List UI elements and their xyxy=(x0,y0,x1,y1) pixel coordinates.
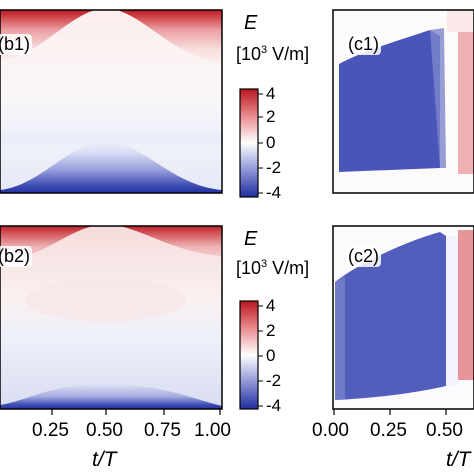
x-tick-label: 0.25 xyxy=(370,420,407,441)
colorbar-top-tick: 0 xyxy=(266,133,276,152)
c2-negative-field-region xyxy=(335,232,446,400)
x-tick-label: 0.50 xyxy=(426,420,463,441)
x-tick-label: 0.75 xyxy=(144,420,181,441)
c1-negative-field-region xyxy=(339,30,440,172)
colorbar-top-quantity: E xyxy=(244,12,258,34)
x-tick-label: 1.00 xyxy=(194,420,231,441)
colorbar-bottom-tick: -2 xyxy=(266,371,282,390)
panel-label-c2: (c2) xyxy=(346,246,381,267)
colorbar-bottom-ticks xyxy=(258,305,263,407)
b1-positive-field-region xyxy=(0,10,222,62)
c2-positive-field-region xyxy=(458,230,474,380)
b2-positive-field-region xyxy=(0,226,222,262)
panel-label-c1: (c1) xyxy=(346,34,381,55)
x-tick-label: 0.50 xyxy=(86,420,123,441)
x-axis-label-right: t/T xyxy=(446,448,471,471)
panel-label-b2: (b2) xyxy=(0,246,33,267)
x-ticks-right xyxy=(333,409,447,415)
colorbar-bottom-tick: 4 xyxy=(266,296,276,315)
panel-b2-heatmap xyxy=(0,226,222,409)
x-tick-label: 0.00 xyxy=(312,420,349,441)
colorbar-bottom-tick: 0 xyxy=(266,346,276,365)
b2-negative-field-region xyxy=(0,384,222,409)
colorbar-top xyxy=(239,88,259,198)
x-tick-label: 0.25 xyxy=(32,420,69,441)
panel-c2-frame xyxy=(332,225,474,410)
colorbar-bottom-tick: -4 xyxy=(266,396,282,415)
colorbar-top-ticks xyxy=(258,93,263,194)
panel-label-b1: (b1) xyxy=(0,34,33,55)
panel-c2-heatmap xyxy=(333,226,474,409)
panel-c1-frame xyxy=(332,9,474,194)
colorbar-top-tick: 4 xyxy=(266,84,276,103)
x-axis-label-left: t/T xyxy=(92,448,117,471)
colorbar-top-tick: 2 xyxy=(266,107,276,126)
b1-negative-field-region xyxy=(0,141,222,193)
colorbar-bottom-tick: 2 xyxy=(266,321,276,340)
colorbar-bottom xyxy=(239,300,259,410)
c1-positive-field-region xyxy=(458,26,474,174)
colorbar-bottom-unit: [103 V/m] xyxy=(236,258,310,278)
colorbar-top-tick: -2 xyxy=(266,158,282,177)
panel-b2-frame xyxy=(0,225,223,410)
colorbar-bottom-quantity: E xyxy=(244,228,258,250)
panel-b1-frame xyxy=(0,9,223,194)
colorbar-top-unit: [103 V/m] xyxy=(236,44,310,64)
colorbar-top-tick: -4 xyxy=(266,183,282,202)
x-ticks-left xyxy=(51,409,221,415)
panel-b1-heatmap xyxy=(0,10,222,193)
